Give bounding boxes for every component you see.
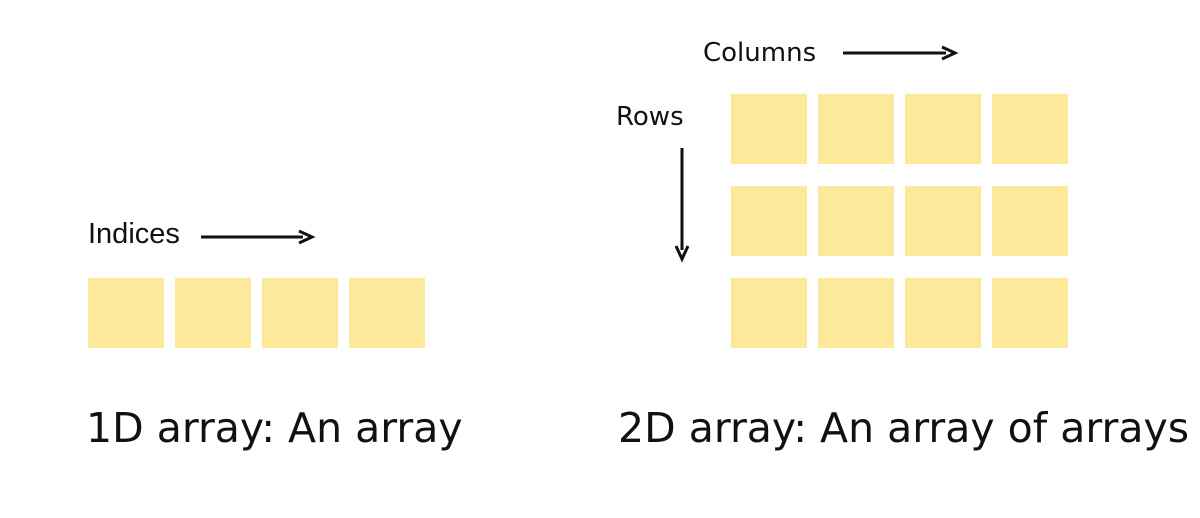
two-d-cell [905, 94, 981, 164]
indices-label: Indices [88, 218, 180, 250]
two-d-cell [818, 186, 894, 256]
one-d-cell [262, 278, 338, 348]
two-d-cell [731, 94, 807, 164]
rows-label: Rows [616, 102, 684, 132]
two-d-cell [905, 278, 981, 348]
two-d-cell [992, 278, 1068, 348]
one-d-cell [175, 278, 251, 348]
rows-arrow-icon [674, 148, 690, 263]
one-d-caption: 1D array: An array [86, 404, 463, 452]
two-d-cell [731, 278, 807, 348]
two-d-cell [992, 186, 1068, 256]
two-d-cell [992, 94, 1068, 164]
one-d-cell [88, 278, 164, 348]
columns-label: Columns [703, 38, 817, 68]
two-d-cell [731, 186, 807, 256]
indices-arrow-icon [201, 229, 316, 245]
two-d-cell [905, 186, 981, 256]
one-d-cell [349, 278, 425, 348]
two-d-cell [818, 278, 894, 348]
two-d-cell [818, 94, 894, 164]
two-d-caption: 2D array: An array of arrays [618, 404, 1190, 452]
columns-arrow-icon [843, 45, 959, 61]
